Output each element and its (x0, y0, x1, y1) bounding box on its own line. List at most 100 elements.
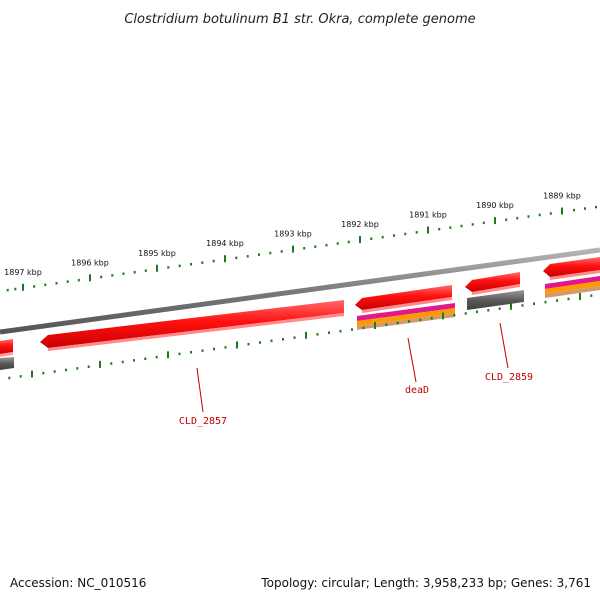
upper-minor-tick (347, 240, 350, 244)
leader-line-cld-2857 (196, 367, 204, 413)
upper-minor-tick (144, 269, 147, 272)
upper-scale-track: 1897 kbp 1896 kbp 1895 kbp 1894 kbp 1893 kbp… (4, 192, 597, 292)
upper-major-tick (292, 245, 294, 253)
lower-minor-tick (282, 338, 284, 341)
lower-minor-tick (110, 362, 113, 365)
upper-major-tick (359, 236, 361, 244)
upper-minor-tick (190, 263, 192, 266)
upper-minor-tick (122, 272, 125, 275)
upper-minor-tick (505, 218, 508, 221)
right-feature-tan[interactable] (545, 286, 600, 298)
upper-minor-tick (393, 234, 395, 237)
upper-minor-tick (167, 266, 170, 269)
lower-major-tick (167, 351, 169, 359)
upper-minor-tick (235, 256, 238, 260)
leader-line-cld-2859 (499, 322, 509, 369)
dead-feature-tan[interactable] (357, 313, 455, 330)
right-feature-magenta[interactable] (545, 276, 600, 289)
lower-minor-tick (430, 317, 433, 320)
lower-minor-tick (328, 331, 330, 334)
upper-minor-tick (33, 285, 36, 288)
lower-minor-tick (590, 294, 593, 297)
upper-minor-tick (201, 261, 204, 264)
gene-arrow-dead[interactable] (355, 285, 452, 310)
lower-minor-tick (178, 352, 181, 356)
lower-major-tick (510, 302, 512, 310)
upper-minor-tick (538, 213, 541, 217)
upper-minor-tick (404, 232, 407, 236)
gene-label-dead[interactable]: deaD (405, 385, 429, 396)
gene-arrow-cld-2857[interactable] (40, 300, 344, 348)
lower-minor-tick (87, 365, 90, 368)
dead-feature-orange[interactable] (357, 308, 455, 326)
gene-arrow-right-partial[interactable] (543, 257, 600, 277)
upper-minor-tick (438, 227, 441, 231)
lower-minor-tick (53, 370, 56, 373)
upper-minor-tick (471, 223, 474, 226)
lower-minor-tick (533, 302, 535, 305)
scale-tick-label: 1893 kbp (274, 230, 312, 239)
lower-minor-tick (316, 333, 319, 336)
upper-minor-tick (246, 255, 249, 258)
upper-major-tick (561, 207, 563, 215)
lower-minor-tick (133, 359, 135, 362)
upper-minor-tick (66, 280, 69, 283)
upper-minor-tick (516, 216, 519, 220)
scale-tick-label: 1894 kbp (206, 239, 244, 248)
gene-arrow-cld-2859[interactable] (465, 272, 520, 292)
lower-minor-tick (213, 347, 215, 351)
lower-minor-tick (259, 341, 261, 344)
upper-major-tick (494, 217, 496, 225)
upper-major-tick (224, 255, 226, 263)
gene-label-cld-2857[interactable]: CLD_2857 (179, 416, 227, 427)
lower-scale-track (8, 293, 593, 380)
lower-minor-tick (339, 329, 342, 333)
upper-minor-tick (269, 251, 272, 255)
lower-minor-tick (65, 368, 67, 372)
scale-tick-label: 1891 kbp (409, 211, 447, 220)
gene-arrow-left-partial[interactable] (0, 339, 13, 354)
lower-minor-tick (453, 313, 456, 317)
lower-minor-tick (476, 310, 478, 314)
upper-minor-tick (303, 247, 306, 250)
lower-minor-tick (544, 300, 547, 304)
topology-summary-text: Topology: circular; Length: 3,958,233 bp… (261, 576, 591, 590)
lower-minor-tick (121, 360, 124, 364)
upper-minor-tick (44, 283, 47, 287)
scale-tick-label: 1895 kbp (138, 249, 176, 258)
upper-minor-tick (449, 226, 452, 229)
lower-major-tick (374, 322, 376, 329)
upper-minor-tick (381, 235, 384, 239)
gene-block-left-grey[interactable] (0, 357, 14, 370)
right-feature-orange[interactable] (545, 281, 600, 294)
scale-tick-label: 1896 kbp (71, 258, 109, 267)
upper-minor-tick (415, 231, 418, 234)
gene-label-cld-2859[interactable]: CLD_2859 (485, 372, 533, 383)
lower-minor-tick (351, 328, 353, 331)
lower-major-tick (31, 370, 33, 378)
upper-minor-tick (482, 221, 485, 225)
lower-minor-tick (464, 312, 467, 315)
scale-tick-label: 1890 kbp (476, 201, 514, 210)
gene-block-cld-2859-grey[interactable] (467, 290, 524, 310)
lower-major-tick (99, 360, 101, 368)
lower-minor-tick (396, 321, 399, 325)
dead-feature-magenta[interactable] (357, 303, 455, 321)
lower-minor-tick (408, 320, 410, 323)
lower-minor-tick (487, 309, 490, 312)
upper-minor-tick (370, 237, 373, 240)
accession-text: Accession: NC_010516 (10, 576, 147, 590)
lower-major-tick (442, 312, 444, 320)
lower-minor-tick (385, 323, 388, 326)
upper-major-tick (22, 283, 24, 291)
upper-minor-tick (573, 208, 575, 212)
lower-minor-tick (293, 336, 296, 339)
upper-minor-tick (100, 275, 103, 279)
scale-tick-label: 1892 kbp (341, 220, 379, 229)
lower-minor-tick (498, 307, 501, 310)
scale-tick-label: 1889 kbp (543, 192, 581, 201)
lower-minor-tick (224, 346, 227, 349)
gene-arrow-right-partial-shadow (550, 270, 600, 280)
